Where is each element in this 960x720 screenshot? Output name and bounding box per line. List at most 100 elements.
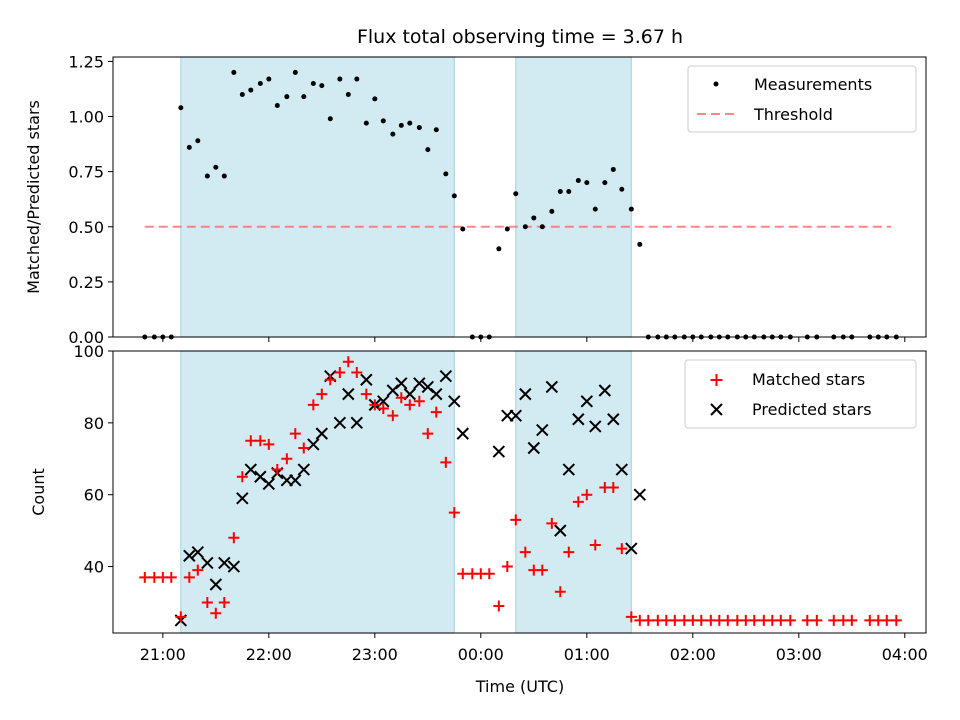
- measurement-point: [504, 226, 510, 232]
- bottom-y-tick-label: 40: [84, 558, 104, 577]
- measurement-point: [337, 76, 343, 82]
- predicted-star-marker: [562, 463, 575, 476]
- top-y-tick-label: 0.75: [68, 163, 104, 182]
- predicted-star-marker: [615, 463, 628, 476]
- matched-star-marker: [183, 571, 195, 583]
- matched-star-marker: [422, 428, 434, 440]
- measurement-point: [637, 241, 643, 247]
- matched-star-marker: [519, 546, 531, 558]
- x-tick-label: 23:00: [352, 645, 398, 664]
- measurement-point: [239, 91, 245, 97]
- matched-star-marker: [236, 471, 248, 483]
- measurement-point: [319, 83, 325, 89]
- predicted-star-marker: [607, 413, 620, 426]
- matched-star-marker: [254, 435, 266, 447]
- top-legend-box: [687, 65, 917, 133]
- matched-star-marker: [342, 356, 354, 368]
- x-tick-label: 22:00: [246, 645, 292, 664]
- measurement-point: [416, 125, 422, 131]
- measurement-point: [628, 206, 634, 212]
- measurement-point: [310, 80, 316, 86]
- matched-star-marker: [669, 614, 681, 626]
- observing-interval-2: [515, 350, 632, 634]
- x-axis-label: Time (UTC): [475, 677, 564, 696]
- bottom-y-tick-label: 80: [84, 414, 104, 433]
- top-y-tick-label: 0.50: [68, 218, 104, 237]
- matched-star-marker: [334, 367, 346, 379]
- top-panel-frame: [112, 56, 927, 338]
- predicted-star-marker: [360, 373, 373, 386]
- matched-star-marker: [218, 596, 230, 608]
- measurement-point: [266, 76, 272, 82]
- x-tick-label: 02:00: [670, 645, 716, 664]
- bottom-panel-frame: [112, 350, 927, 634]
- measurement-point: [433, 127, 439, 133]
- measurement-point: [425, 147, 431, 153]
- measurement-point: [274, 103, 280, 109]
- predicted-star-marker: [209, 578, 223, 591]
- measurement-point: [292, 69, 298, 75]
- measurement-point: [398, 122, 404, 128]
- measurement-point: [460, 226, 466, 232]
- measurement-point: [592, 206, 598, 212]
- top-y-tick-label: 1.25: [68, 52, 104, 71]
- top-y-tick-label: 1.00: [68, 108, 104, 127]
- matched-star-marker: [563, 546, 575, 558]
- matched-star-marker: [316, 388, 328, 400]
- measurement-point: [186, 144, 192, 150]
- matched-star-marker: [695, 614, 707, 626]
- matched-star-marker: [811, 614, 823, 626]
- matched-star-marker: [748, 614, 760, 626]
- predicted-star-marker: [439, 369, 453, 383]
- bottom-panel: 40 60 80 100 21:00 22:00 23:00 00:00 01:00 02:00…: [29, 342, 928, 696]
- measurement-point: [390, 131, 396, 137]
- matched-star-marker: [607, 482, 619, 494]
- matched-star-marker: [281, 453, 293, 465]
- measurement-point: [575, 177, 581, 183]
- matched-star-marker: [360, 388, 372, 400]
- predicted-star-marker: [183, 549, 196, 562]
- x-tick-label: 01:00: [564, 645, 610, 664]
- matched-star-marker: [351, 367, 363, 379]
- top-y-tick-label: 0.25: [68, 273, 104, 292]
- matched-star-marker: [493, 600, 505, 612]
- measurement-point: [257, 80, 263, 86]
- measurement-point: [557, 188, 563, 194]
- matched-star-marker: [881, 614, 893, 626]
- matched-star-marker: [457, 568, 469, 580]
- matched-star-marker: [581, 489, 593, 501]
- predicted-star-marker: [598, 384, 612, 397]
- matched-star-marker: [263, 438, 275, 450]
- observing-interval-2: [515, 56, 632, 338]
- predicted-star-marker: [456, 427, 469, 440]
- matched-star-marker: [440, 456, 452, 468]
- predicted-star-marker: [395, 377, 408, 390]
- predicted-star-marker: [289, 474, 302, 487]
- top-legend: Measurements Threshold: [687, 65, 917, 133]
- matched-star-marker: [828, 614, 840, 626]
- observing-interval-1: [180, 350, 455, 634]
- predicted-star-marker: [589, 420, 602, 433]
- top-y-tick-label: 0.00: [68, 328, 104, 347]
- matched-star-marker: [387, 410, 399, 422]
- predicted-star-marker: [519, 387, 532, 401]
- matched-star-marker: [625, 611, 637, 623]
- measurement-point: [213, 164, 219, 170]
- top-panel: 0.00 0.25 0.50 0.75 1.00 1.25 Matched/Predict…: [24, 52, 927, 347]
- x-tick-label: 03:00: [776, 645, 822, 664]
- legend-predicted-marker: [710, 403, 723, 416]
- matched-star-marker: [784, 614, 796, 626]
- matched-star-marker: [775, 614, 787, 626]
- measurement-point: [248, 87, 254, 93]
- matched-star-marker: [228, 532, 240, 544]
- measurement-point: [407, 120, 413, 126]
- measurement-point: [231, 69, 237, 75]
- matched-star-marker: [210, 607, 222, 619]
- matched-star-marker: [546, 517, 558, 529]
- matched-star-marker: [165, 571, 177, 583]
- predicted-star-marker: [545, 380, 559, 394]
- predicted-star-marker: [201, 556, 214, 570]
- predicted-star-marker: [633, 488, 647, 501]
- matched-star-marker: [722, 614, 734, 626]
- measurement-point: [443, 171, 449, 177]
